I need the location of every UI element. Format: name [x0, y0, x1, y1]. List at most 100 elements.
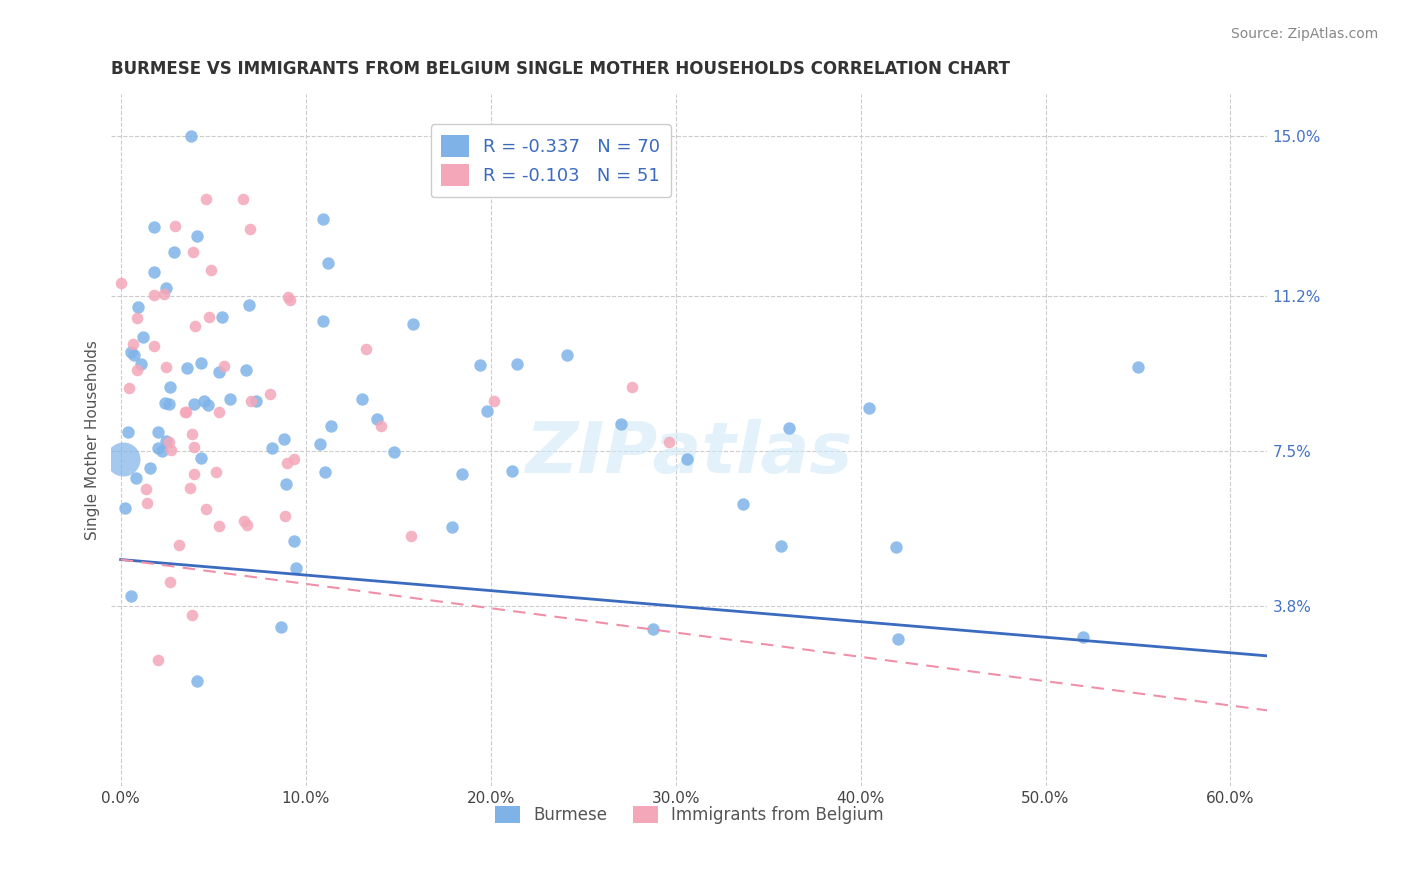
Text: Source: ZipAtlas.com: Source: ZipAtlas.com: [1230, 27, 1378, 41]
Point: [354, 342, 377, 356]
Point: [165, 219, 187, 234]
Point: [211, 310, 233, 324]
Point: [312, 314, 335, 328]
Point: [370, 419, 392, 434]
Point: [146, 653, 169, 667]
Point: [153, 287, 176, 301]
Text: BURMESE VS IMMIGRANTS FROM BELGIUM SINGLE MOTHER HOUSEHOLDS CORRELATION CHART: BURMESE VS IMMIGRANTS FROM BELGIUM SINGL…: [111, 60, 1011, 78]
Point: [675, 452, 697, 467]
Point: [159, 575, 181, 590]
Point: [314, 465, 336, 479]
Point: [181, 245, 204, 260]
Point: [470, 358, 492, 372]
Point: [769, 539, 792, 553]
Point: [179, 481, 201, 495]
Point: [190, 451, 212, 466]
Point: [143, 219, 166, 234]
Point: [399, 529, 422, 543]
Point: [232, 193, 254, 207]
Point: [235, 363, 257, 377]
Point: [207, 365, 229, 379]
Point: [382, 444, 405, 458]
Point: [148, 425, 170, 439]
Point: [195, 501, 218, 516]
Point: [200, 262, 222, 277]
Point: [506, 357, 529, 371]
Point: [153, 396, 176, 410]
Point: [621, 380, 644, 394]
Point: [402, 318, 425, 332]
Point: [208, 405, 231, 419]
Point: [155, 359, 177, 374]
Point: [239, 222, 262, 236]
Point: [157, 434, 180, 449]
Point: [138, 461, 160, 475]
Point: [643, 622, 665, 636]
Point: [114, 500, 136, 515]
Point: [884, 540, 907, 554]
Point: [143, 339, 166, 353]
Point: [143, 265, 166, 279]
Point: [183, 467, 205, 481]
Legend: Burmese, Immigrants from Belgium: Burmese, Immigrants from Belgium: [486, 798, 891, 833]
Point: [117, 381, 139, 395]
Point: [122, 348, 145, 362]
Point: [157, 397, 180, 411]
Point: [1071, 630, 1094, 644]
Point: [110, 276, 132, 290]
Point: [186, 673, 208, 688]
Point: [184, 319, 207, 334]
Point: [451, 467, 474, 482]
Point: [197, 398, 219, 412]
Y-axis label: Single Mother Households: Single Mother Households: [86, 340, 100, 540]
Point: [180, 129, 202, 144]
Point: [122, 337, 145, 351]
Point: [484, 394, 506, 409]
Point: [316, 256, 339, 270]
Point: [155, 281, 177, 295]
Point: [174, 405, 197, 419]
Point: [366, 411, 388, 425]
Point: [183, 397, 205, 411]
Point: [609, 417, 631, 431]
Point: [135, 495, 157, 509]
Point: [259, 387, 281, 401]
Point: [197, 310, 219, 324]
Point: [159, 380, 181, 394]
Point: [283, 452, 305, 467]
Point: [319, 418, 342, 433]
Point: [132, 330, 155, 344]
Point: [262, 441, 284, 455]
Point: [135, 483, 157, 497]
Point: [193, 394, 215, 409]
Point: [150, 443, 173, 458]
Point: [239, 394, 262, 409]
Point: [236, 517, 259, 532]
Point: [270, 619, 292, 633]
Point: [208, 519, 231, 533]
Point: [778, 421, 800, 435]
Point: [183, 440, 205, 454]
Point: [350, 392, 373, 406]
Point: [277, 290, 299, 304]
Point: [309, 436, 332, 450]
Point: [125, 363, 148, 377]
Point: [214, 359, 236, 373]
Point: [127, 300, 149, 314]
Point: [190, 356, 212, 370]
Point: [120, 345, 142, 359]
Point: [148, 442, 170, 456]
Text: ZIPatlas: ZIPatlas: [526, 419, 853, 489]
Point: [858, 401, 880, 416]
Point: [238, 298, 260, 312]
Point: [111, 452, 134, 467]
Point: [1126, 359, 1149, 374]
Point: [143, 287, 166, 301]
Point: [124, 470, 146, 484]
Point: [555, 347, 578, 361]
Point: [312, 211, 335, 226]
Point: [186, 229, 208, 244]
Point: [176, 405, 198, 419]
Point: [274, 508, 297, 523]
Point: [278, 293, 301, 308]
